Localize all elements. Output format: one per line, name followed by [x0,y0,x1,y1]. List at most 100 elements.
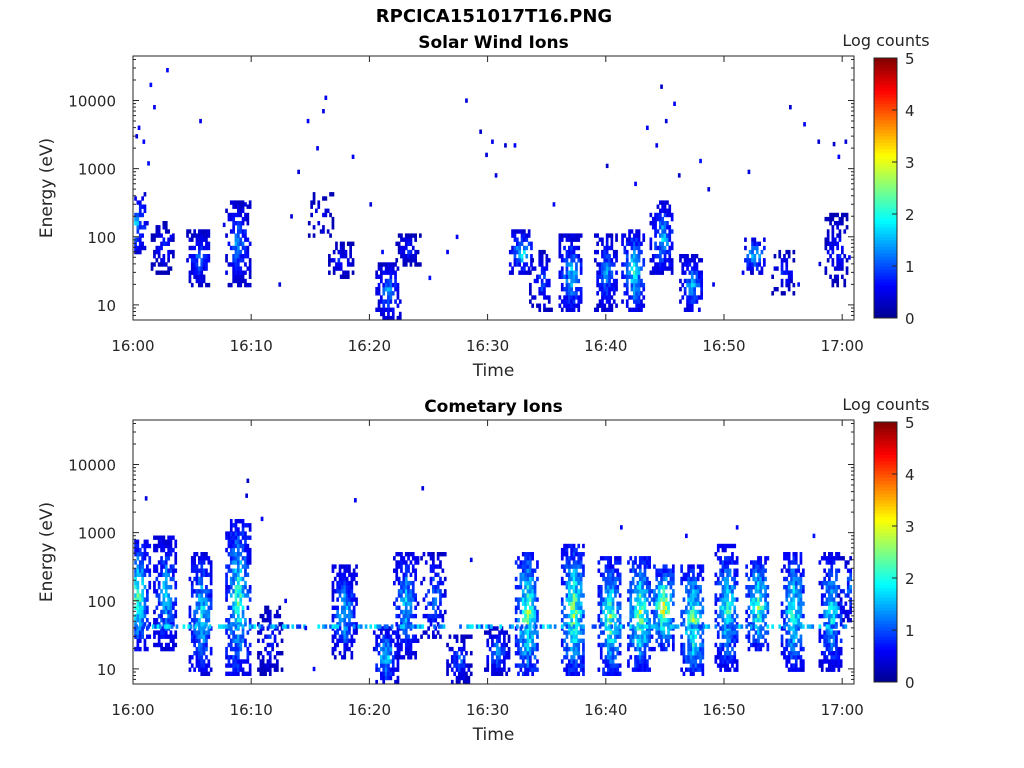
heatmap-cell [683,270,687,275]
heatmap-cell [572,254,576,259]
heatmap-cell [604,622,608,627]
heatmap-cell [714,642,718,648]
heatmap-cell [400,597,403,602]
heatmap-cell [237,204,240,209]
heatmap-cell [355,597,358,602]
heatmap-cell [832,618,836,623]
heatmap-cell [832,642,836,648]
heatmap-cell [384,315,388,321]
heatmap-cell [524,572,527,577]
heatmap-cell [802,589,805,594]
heatmap-cell [172,535,175,540]
heatmap-cell [837,655,841,660]
heatmap-cell [690,299,694,304]
heatmap-cell [843,229,847,234]
heatmap-cell [375,274,378,279]
heatmap-cell [394,679,397,685]
heatmap-cell [190,556,194,561]
heatmap-cell [694,593,698,598]
heatmap-cell [643,638,647,643]
heatmap-cell [692,589,695,594]
heatmap-cell [188,254,192,259]
heatmap-cell [239,519,243,524]
heatmap-cell [599,646,603,652]
heatmap-cell [172,576,175,582]
heatmap-cell [134,543,137,549]
heatmap-cell [150,266,154,271]
heatmap-cell [799,663,803,668]
heatmap-cell [465,679,468,685]
heatmap-cell [160,262,163,267]
heatmap-cell [558,303,562,308]
heatmap-cell [631,564,635,569]
heatmap-cell [839,605,843,610]
heatmap-cell [146,552,149,557]
heatmap-cell [724,560,727,565]
heatmap-cell [411,585,415,590]
heatmap-cell [409,237,413,242]
heatmap-cell [513,237,517,242]
heatmap-cell [268,655,272,660]
heatmap-cell [794,651,798,656]
heatmap-cell [611,671,615,676]
heatmap-cell [721,605,725,610]
heatmap-cell [341,630,344,635]
heatmap-cell [137,125,141,130]
heatmap-cell [701,655,705,660]
heatmap-cell [646,125,649,130]
heatmap-cell [529,593,532,598]
heatmap-cell [239,568,243,573]
heatmap-cell [207,613,211,619]
heatmap-cell [604,642,608,648]
heatmap-cell [799,642,803,648]
heatmap-cell [397,552,401,557]
heatmap-cell [198,270,201,275]
heatmap-cell [733,543,737,549]
heatmap-cell [350,572,354,577]
heatmap-cell [193,638,196,643]
heatmap-cell [687,622,690,627]
heatmap-cell [560,266,564,271]
heatmap-cell [565,572,569,577]
heatmap-cell [721,547,725,553]
heatmap-cell [826,249,830,255]
heatmap-cell [664,564,668,569]
heatmap-cell [227,585,231,590]
heatmap-cell [757,605,760,610]
heatmap-cell [384,634,388,639]
heatmap-cell [792,249,796,255]
heatmap-cell [696,655,700,660]
heatmap-cell [836,221,839,226]
heatmap-cell [818,638,822,643]
heatmap-cell [205,229,208,234]
heatmap-cell [157,593,161,598]
heatmap-cell [646,585,649,590]
heatmap-cell [503,646,506,652]
heatmap-cell [611,601,615,606]
heatmap-cell [395,572,399,577]
heatmap-cell [604,655,608,660]
heatmap-cell [563,543,566,549]
heatmap-cell [744,245,747,251]
heatmap-cell [575,287,578,292]
heatmap-cell [728,589,732,594]
heatmap-cell [536,564,539,569]
heatmap-cell [558,274,562,279]
heatmap-cell [232,609,235,615]
heatmap-cell [169,576,173,582]
heatmap-cell [384,651,388,656]
heatmap-cell [434,589,438,594]
heatmap-cell [160,556,163,561]
heatmap-cell [636,659,640,664]
heatmap-cell [138,601,142,606]
heatmap-cell [747,634,751,639]
heatmap-cell [202,560,206,565]
heatmap-cell [565,303,569,308]
heatmap-cell [160,634,163,639]
heatmap-cell [787,552,791,557]
heatmap-cell [638,618,642,623]
heatmap-cell [733,580,737,586]
heatmap-cell [207,245,211,251]
heatmap-cell [841,221,844,226]
heatmap-cell [623,233,627,238]
